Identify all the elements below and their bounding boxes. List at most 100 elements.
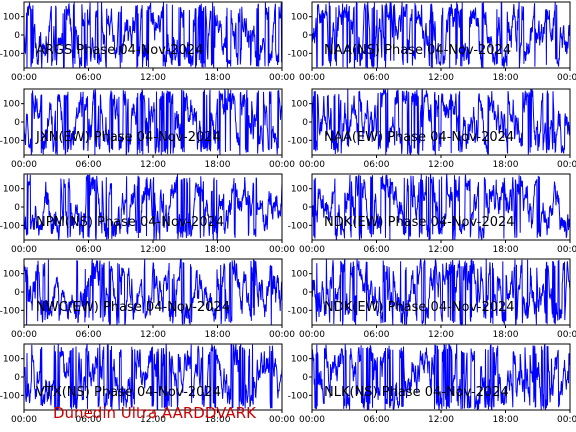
chart-title: NAA(EW) Phase 04-Nov-2024 bbox=[324, 130, 514, 145]
chart-title: NWC(EW) Phase 04-Nov-2024 bbox=[36, 300, 230, 315]
y-tick-label: 100 bbox=[3, 355, 20, 365]
x-tick-label: 00:00 bbox=[299, 245, 325, 255]
phase-chart: 100 0 -100 00:00 06:00 12:00 18:00 00:00 NAA(NS)… bbox=[288, 1, 576, 83]
x-tick-label: 00:00 bbox=[269, 245, 295, 255]
x-tick-label: 18:00 bbox=[205, 415, 231, 425]
y-tick-label: 0 bbox=[302, 118, 308, 128]
x-tick-label: 12:00 bbox=[428, 245, 454, 255]
phase-trace bbox=[24, 344, 282, 410]
x-tick-label: 06:00 bbox=[364, 73, 390, 83]
chart-title: ARGS Phase 04-Nov-2024 bbox=[36, 43, 203, 58]
phase-trace bbox=[312, 344, 570, 410]
y-tick-label: 0 bbox=[14, 373, 20, 383]
y-tick-label: 100 bbox=[291, 355, 308, 365]
y-tick-label: -100 bbox=[288, 391, 309, 401]
x-tick-label: 12:00 bbox=[140, 415, 166, 425]
x-tick-label: 12:00 bbox=[140, 330, 166, 340]
x-tick-label: 00:00 bbox=[269, 73, 295, 83]
x-tick-label: 12:00 bbox=[140, 73, 166, 83]
chart-title: NPM(NS) Phase 04-Nov-2024 bbox=[36, 215, 224, 230]
x-tick-label: 12:00 bbox=[428, 160, 454, 170]
x-tick-label: 00:00 bbox=[299, 415, 325, 425]
x-tick-label: 18:00 bbox=[493, 330, 519, 340]
x-tick-label: 00:00 bbox=[11, 330, 37, 340]
x-tick-label: 00:00 bbox=[299, 160, 325, 170]
x-tick-label: 18:00 bbox=[205, 73, 231, 83]
phase-chart: 100 0 -100 00:00 06:00 12:00 18:00 00:00 NLK(NS)… bbox=[288, 343, 576, 425]
phase-trace bbox=[24, 2, 282, 68]
x-tick-label: 06:00 bbox=[364, 245, 390, 255]
x-tick-label: 00:00 bbox=[11, 160, 37, 170]
x-tick-label: 18:00 bbox=[493, 73, 519, 83]
x-tick-label: 06:00 bbox=[76, 245, 102, 255]
y-tick-label: 100 bbox=[3, 185, 20, 195]
chart-title: NDK(EW) Phase 04-Nov-2024 bbox=[324, 215, 515, 230]
x-tick-label: 18:00 bbox=[493, 245, 519, 255]
y-tick-label: 100 bbox=[3, 100, 20, 110]
phase-trace bbox=[312, 259, 570, 325]
x-tick-label: 06:00 bbox=[76, 160, 102, 170]
y-tick-label: -100 bbox=[288, 49, 309, 59]
y-tick-label: 0 bbox=[14, 203, 20, 213]
phase-chart: 100 0 -100 00:00 06:00 12:00 18:00 00:00 JXN(EW)… bbox=[0, 88, 295, 170]
x-tick-label: 12:00 bbox=[140, 245, 166, 255]
x-tick-label: 00:00 bbox=[557, 330, 576, 340]
x-tick-label: 00:00 bbox=[299, 330, 325, 340]
y-tick-label: -100 bbox=[0, 221, 20, 231]
chart-title: VTX(NS) Phase 04-Nov-2024 bbox=[36, 385, 221, 400]
x-tick-label: 18:00 bbox=[205, 330, 231, 340]
phase-trace bbox=[24, 259, 282, 325]
phase-chart: 100 0 -100 00:00 06:00 12:00 18:00 00:00 NWC(EW)… bbox=[0, 258, 295, 340]
y-tick-label: 100 bbox=[291, 270, 308, 280]
y-tick-label: -100 bbox=[0, 136, 20, 146]
x-tick-label: 00:00 bbox=[269, 330, 295, 340]
x-tick-label: 18:00 bbox=[205, 245, 231, 255]
y-tick-label: -100 bbox=[288, 221, 309, 231]
y-tick-label: -100 bbox=[0, 306, 20, 316]
x-tick-label: 00:00 bbox=[269, 415, 295, 425]
phase-trace bbox=[24, 174, 282, 240]
y-tick-label: 0 bbox=[302, 203, 308, 213]
x-tick-label: 12:00 bbox=[428, 415, 454, 425]
phase-chart: 100 0 -100 00:00 06:00 12:00 18:00 00:00 NDK(EW)… bbox=[288, 258, 576, 340]
footer-credit: Dunedin Ultra AARDDVARK bbox=[53, 404, 256, 422]
y-tick-label: -100 bbox=[0, 391, 20, 401]
y-tick-label: 100 bbox=[3, 270, 20, 280]
x-tick-label: 06:00 bbox=[364, 415, 390, 425]
y-tick-label: 0 bbox=[302, 288, 308, 298]
y-tick-label: -100 bbox=[0, 49, 20, 59]
x-tick-label: 06:00 bbox=[76, 73, 102, 83]
y-tick-label: -100 bbox=[288, 136, 309, 146]
y-tick-label: 0 bbox=[14, 31, 20, 41]
phase-trace bbox=[24, 89, 282, 155]
phase-chart: 100 0 -100 00:00 06:00 12:00 18:00 00:00 NAA(EW)… bbox=[288, 88, 576, 170]
y-tick-label: 100 bbox=[291, 13, 308, 23]
x-tick-label: 00:00 bbox=[269, 160, 295, 170]
chart-title: NAA(NS) Phase 04-Nov-2024 bbox=[324, 43, 511, 58]
x-tick-label: 12:00 bbox=[140, 160, 166, 170]
phase-chart: 100 0 -100 00:00 06:00 12:00 18:00 00:00 NDK(EW)… bbox=[288, 173, 576, 255]
phase-trace bbox=[312, 174, 570, 240]
phase-trace bbox=[312, 2, 570, 68]
x-tick-label: 12:00 bbox=[428, 330, 454, 340]
x-tick-label: 18:00 bbox=[493, 160, 519, 170]
x-tick-label: 00:00 bbox=[557, 245, 576, 255]
y-tick-label: 0 bbox=[14, 288, 20, 298]
x-tick-label: 00:00 bbox=[557, 415, 576, 425]
x-tick-label: 06:00 bbox=[76, 330, 102, 340]
y-tick-label: -100 bbox=[288, 306, 309, 316]
x-tick-label: 00:00 bbox=[11, 415, 37, 425]
phase-chart: 100 0 -100 00:00 06:00 12:00 18:00 00:00 VTX(NS)… bbox=[0, 343, 295, 425]
phase-chart: 100 0 -100 00:00 06:00 12:00 18:00 00:00 ARGS Ph… bbox=[0, 1, 295, 83]
y-tick-label: 100 bbox=[291, 100, 308, 110]
x-tick-label: 06:00 bbox=[364, 160, 390, 170]
y-tick-label: 100 bbox=[3, 13, 20, 23]
y-tick-label: 0 bbox=[302, 31, 308, 41]
phase-chart: 100 0 -100 00:00 06:00 12:00 18:00 00:00 NPM(NS)… bbox=[0, 173, 295, 255]
x-tick-label: 18:00 bbox=[205, 160, 231, 170]
x-tick-label: 00:00 bbox=[557, 160, 576, 170]
x-tick-label: 00:00 bbox=[11, 73, 37, 83]
x-tick-label: 06:00 bbox=[364, 330, 390, 340]
x-tick-label: 06:00 bbox=[76, 415, 102, 425]
